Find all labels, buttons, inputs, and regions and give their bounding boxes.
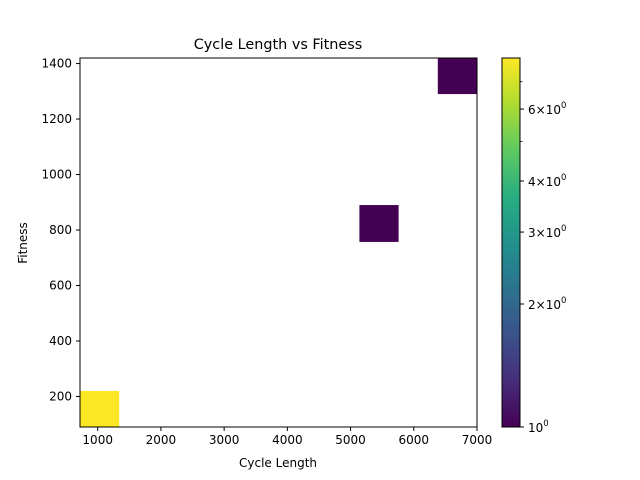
x-tick-label: 7000 bbox=[462, 433, 493, 447]
y-tick-label: 800 bbox=[49, 223, 72, 237]
y-tick-label: 1000 bbox=[41, 168, 72, 182]
y-axis-ticks: 200 400 600 800 1000 1200 1400 bbox=[41, 57, 80, 403]
colorbar-ticks: 100 2×100 3×100 4×100 6×100 bbox=[520, 81, 566, 435]
heatmap-cell bbox=[437, 58, 477, 95]
y-tick-label: 200 bbox=[49, 389, 72, 403]
heatmap-cell bbox=[80, 390, 120, 427]
colorbar-tick-label: 2×100 bbox=[528, 296, 566, 312]
colorbar-tick-label: 100 bbox=[528, 419, 549, 435]
x-tick-label: 2000 bbox=[146, 433, 177, 447]
colorbar bbox=[501, 57, 521, 428]
x-tick-label: 4000 bbox=[272, 433, 303, 447]
x-tick-label: 3000 bbox=[209, 433, 240, 447]
y-tick-label: 1400 bbox=[41, 57, 72, 71]
y-tick-label: 600 bbox=[49, 279, 72, 293]
colorbar-tick-label: 6×100 bbox=[528, 101, 566, 117]
colorbar-tick-label: 3×100 bbox=[528, 224, 566, 240]
x-axis-label: Cycle Length bbox=[239, 456, 317, 470]
x-axis-ticks: 1000 2000 3000 4000 5000 6000 7000 bbox=[82, 427, 492, 447]
heatmap-cells bbox=[80, 58, 477, 427]
x-tick-label: 6000 bbox=[399, 433, 430, 447]
heatmap-cell bbox=[359, 205, 399, 242]
chart-title: Cycle Length vs Fitness bbox=[194, 37, 363, 53]
y-tick-label: 400 bbox=[49, 334, 72, 348]
x-tick-label: 5000 bbox=[335, 433, 366, 447]
plot-frame bbox=[79, 57, 478, 428]
colorbar-tick-label: 4×100 bbox=[528, 173, 566, 189]
y-axis-label: Fitness bbox=[16, 222, 30, 264]
x-tick-label: 1000 bbox=[82, 433, 113, 447]
y-tick-label: 1200 bbox=[41, 112, 72, 126]
